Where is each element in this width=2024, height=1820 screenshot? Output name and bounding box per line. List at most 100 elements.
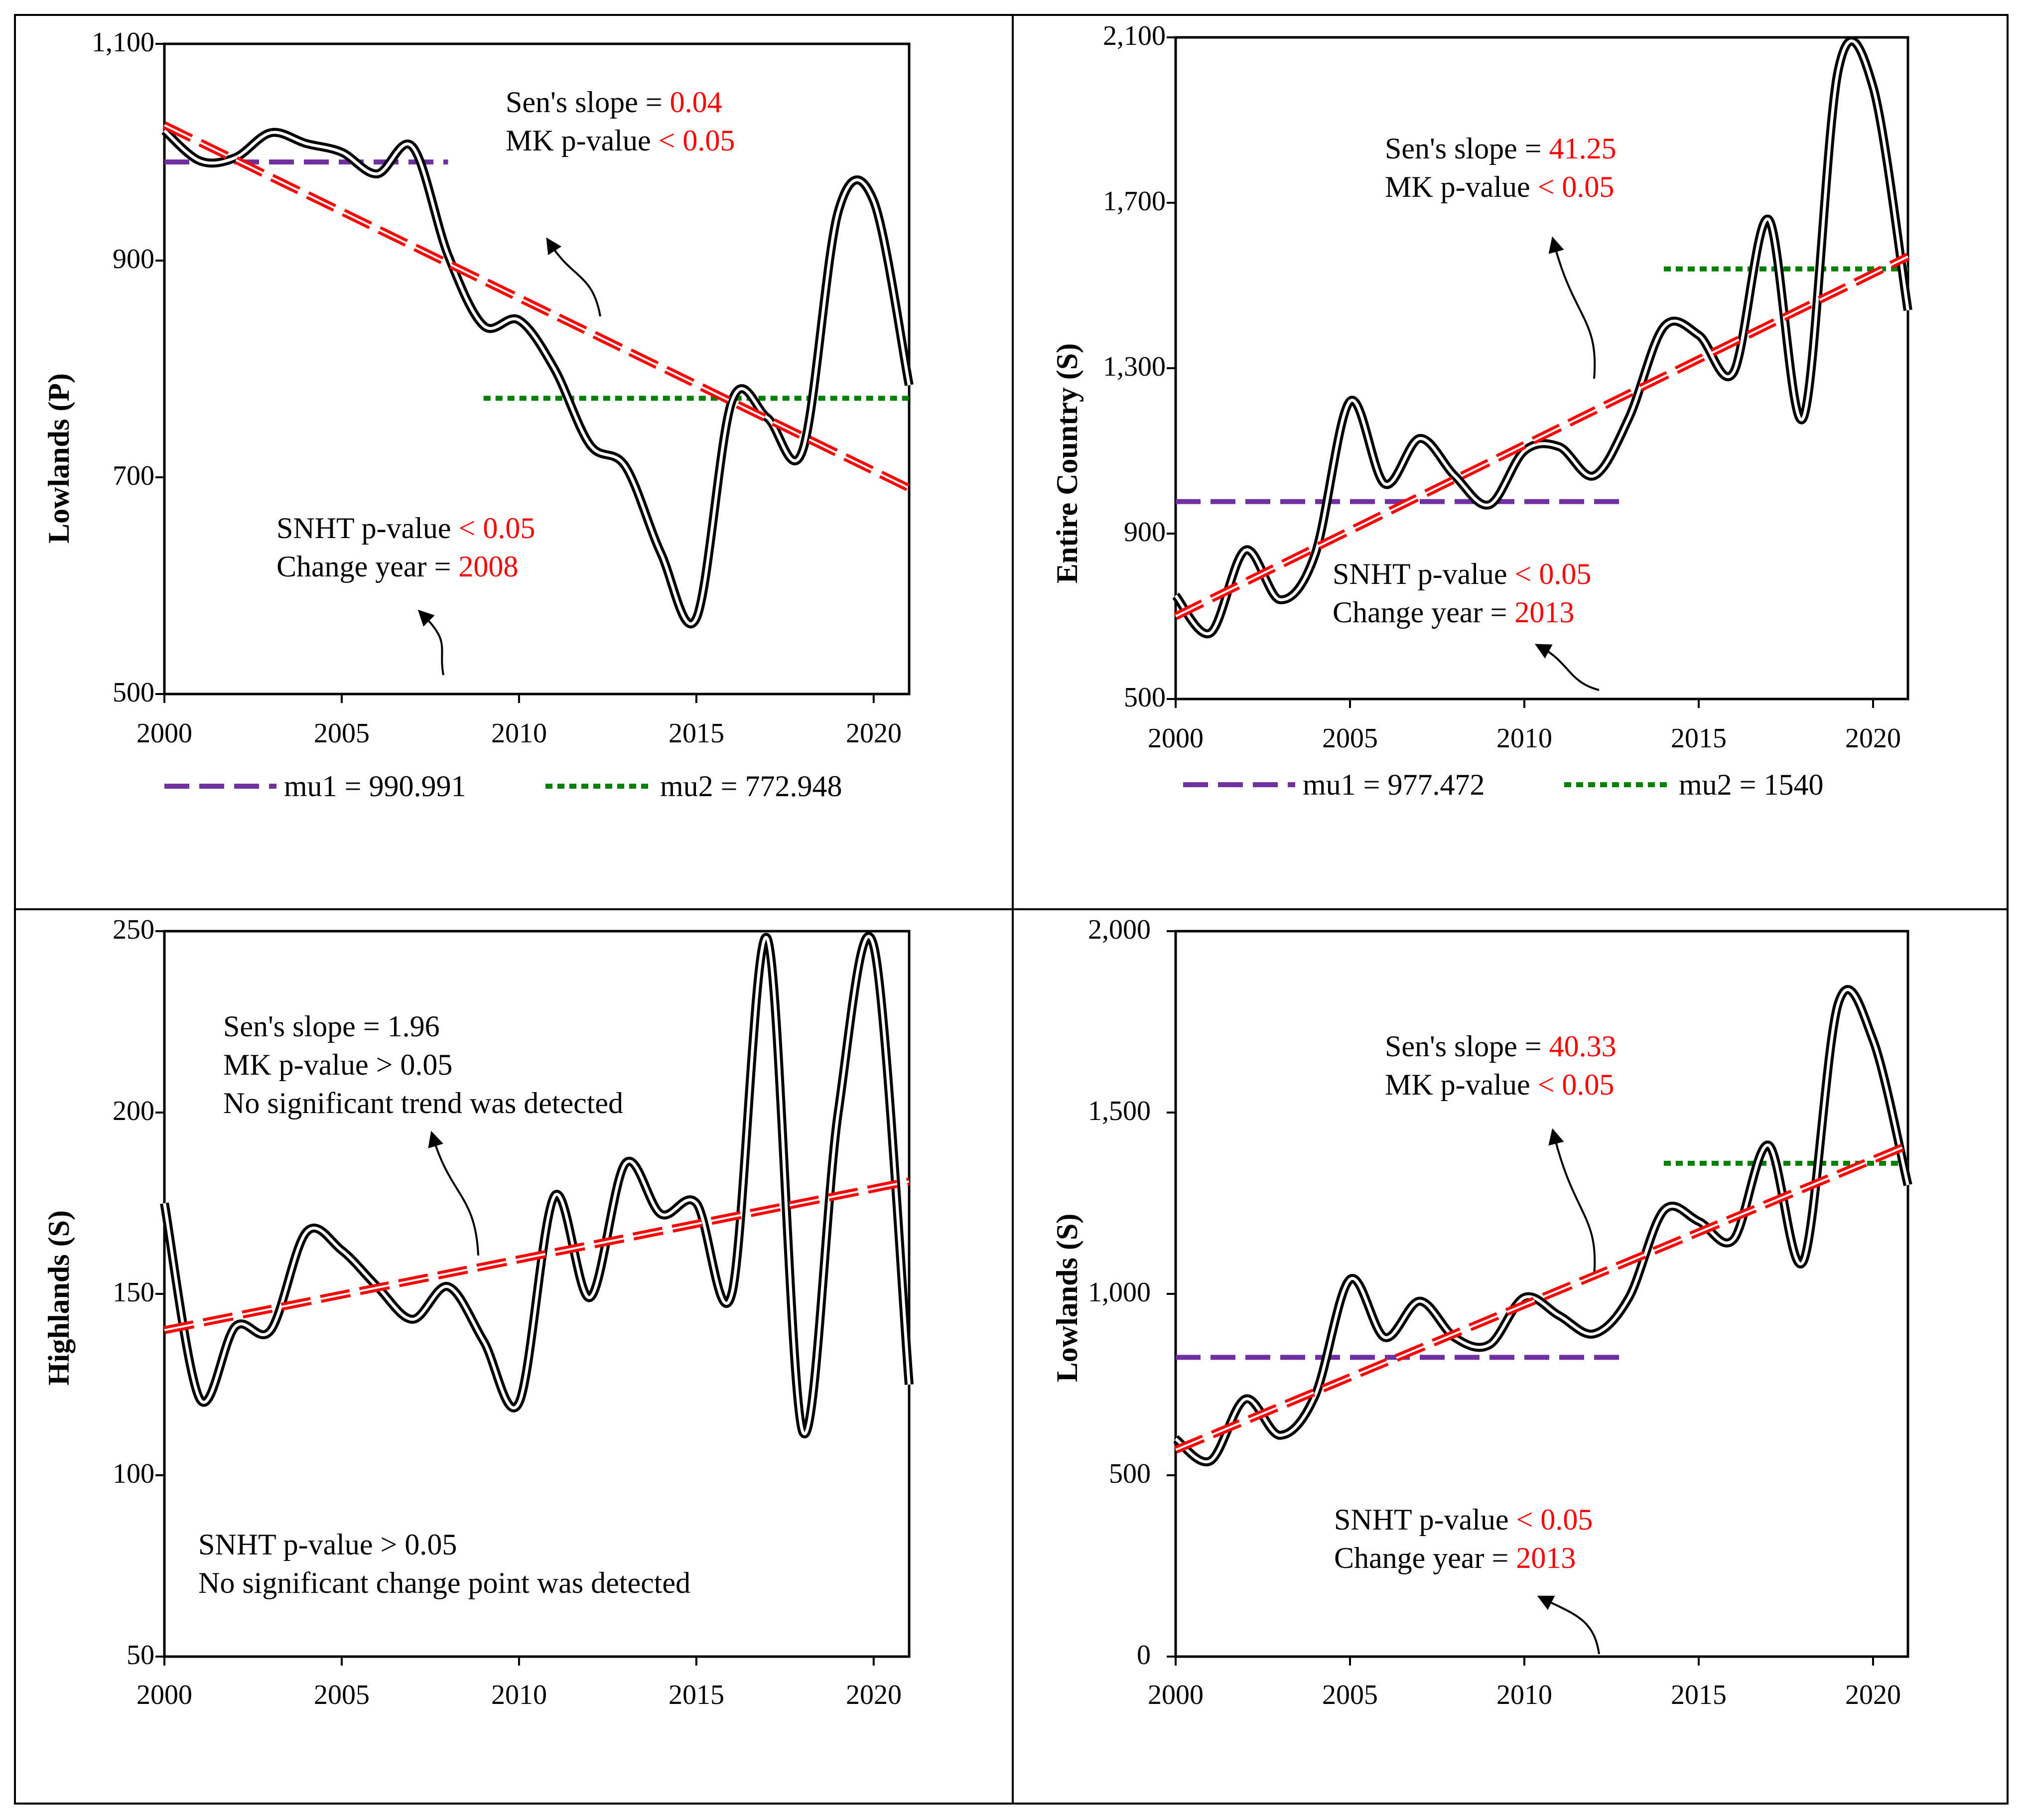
y-tick-labels: 0 500 1,000 1,500 2,000 <box>1088 914 1151 1671</box>
annotation-snht-pvalue: SNHT p-value < 0.05 <box>276 512 535 545</box>
y-tick-labels: 500 700 900 1,100 <box>92 27 154 708</box>
x-tick-label: 2010 <box>491 1680 547 1710</box>
x-tick-label: 2005 <box>1322 723 1378 754</box>
y-tick-label: 500 <box>1109 1458 1151 1489</box>
y-tick-label: 900 <box>1124 517 1166 548</box>
y-tick-label: 500 <box>1124 682 1166 713</box>
y-tick-labels: 50 100 150 200 250 <box>113 914 154 1671</box>
observed-series <box>1172 36 1912 638</box>
x-tick-label: 2010 <box>1496 723 1552 754</box>
plot-area <box>155 930 914 1666</box>
trend-line-inner <box>1175 1144 1908 1451</box>
series-line-inner <box>163 935 911 1435</box>
change-annotation-arrow <box>1534 644 1600 691</box>
trend-line-inner <box>164 124 910 489</box>
x-tick-label: 2005 <box>1322 1680 1378 1710</box>
trend-annotation-arrow <box>428 1130 479 1256</box>
x-tick-labels: 2000 2005 2010 2015 2020 <box>1148 1680 1901 1710</box>
series-line-inner <box>163 129 911 625</box>
x-tick-label: 2020 <box>846 1680 902 1710</box>
y-axis-label: Lowlands (S) <box>1051 1214 1083 1382</box>
y-tick-label: 50 <box>127 1640 154 1671</box>
legend-mu1-label: mu1 = 990.991 <box>284 770 466 803</box>
x-tick-labels: 2000 2005 2010 2015 2020 <box>1148 723 1901 754</box>
x-tick-label: 2020 <box>1845 1680 1901 1710</box>
trend-line <box>162 121 911 492</box>
annotation-mk-pvalue: MK p-value < 0.05 <box>506 124 735 157</box>
observed-series <box>160 932 914 1438</box>
change-annotation-arrow <box>1537 1595 1600 1655</box>
y-tick-label: 200 <box>113 1096 154 1126</box>
trend-line <box>163 1177 910 1334</box>
x-tick-label: 2015 <box>669 1680 724 1710</box>
y-axis-label: Entire Country (S) <box>1051 343 1083 583</box>
y-axis-label: Highlands (S) <box>42 1210 75 1386</box>
x-tick-label: 2000 <box>1148 723 1204 754</box>
legend-mu2-label: mu2 = 1540 <box>1679 768 1824 801</box>
annotation-snht-pvalue: SNHT p-value < 0.05 <box>1334 1503 1593 1536</box>
plot-area <box>155 42 914 703</box>
annotation-change-year: Change year = 2013 <box>1334 1541 1576 1574</box>
x-tick-label: 2000 <box>136 718 192 749</box>
trend-line <box>1174 253 1910 620</box>
y-tick-label: 2,100 <box>1103 20 1166 51</box>
plot-area <box>1167 930 1912 1666</box>
legend-mu2-label: mu2 = 772.948 <box>660 770 842 803</box>
x-tick-labels: 2000 2005 2010 2015 2020 <box>136 1680 902 1710</box>
y-tick-label: 1,100 <box>92 27 154 58</box>
trend-line-inner <box>164 1180 910 1331</box>
annotation-no-change-point: No significant change point was detected <box>198 1566 690 1599</box>
y-tick-label: 1,300 <box>1103 351 1166 382</box>
annotation-mk-pvalue: MK p-value > 0.05 <box>223 1048 452 1081</box>
trend-line <box>1174 1141 1910 1454</box>
y-tick-label: 250 <box>113 914 154 945</box>
panel-lowlands-s: Lowlands (S) 0 500 1,000 1,500 2,000 200… <box>1051 914 1901 1710</box>
y-tick-labels: 500 900 1,300 1,700 2,100 <box>1103 20 1166 713</box>
annotation-change-year: Change year = 2008 <box>276 550 518 583</box>
annotation-snht-pvalue: SNHT p-value < 0.05 <box>1333 558 1591 590</box>
annotation-change-year: Change year = 2013 <box>1333 596 1574 629</box>
change-annotation-arrow <box>417 609 444 676</box>
y-tick-label: 700 <box>113 460 154 491</box>
trend-line-inner <box>1175 256 1908 617</box>
y-tick-label: 100 <box>113 1458 154 1489</box>
x-tick-label: 2005 <box>314 718 370 749</box>
x-tick-label: 2015 <box>1671 1680 1727 1710</box>
annotation-mk-pvalue: MK p-value < 0.05 <box>1385 1068 1614 1101</box>
series-line-outer <box>1172 36 1912 638</box>
annotation-sens-slope: Sen's slope = 41.25 <box>1385 132 1617 165</box>
annotation-no-trend: No significant trend was detected <box>223 1087 623 1120</box>
panel-lowlands-p: Lowlands (P) 500 700 900 1,100 2000 2005… <box>42 27 902 803</box>
annotation-sens-slope: Sen's slope = 1.96 <box>223 1010 440 1043</box>
x-tick-label: 2020 <box>1845 723 1901 754</box>
series-line-inner <box>1174 39 1909 636</box>
y-tick-label: 1,000 <box>1088 1277 1151 1308</box>
x-tick-label: 2000 <box>1148 1680 1204 1710</box>
x-tick-label: 2010 <box>491 718 547 749</box>
x-tick-label: 2000 <box>136 1680 192 1710</box>
x-tick-labels: 2000 2005 2010 2015 2020 <box>136 718 902 749</box>
x-tick-label: 2015 <box>669 718 724 749</box>
y-tick-label: 1,700 <box>1103 186 1166 217</box>
panel-highlands-s: Highlands (S) 50 100 150 200 250 2000 20… <box>42 914 902 1710</box>
annotation-sens-slope: Sen's slope = 40.33 <box>1385 1030 1617 1063</box>
x-tick-label: 2010 <box>1496 1680 1552 1710</box>
annotation-mk-pvalue: MK p-value < 0.05 <box>1385 170 1614 203</box>
y-tick-label: 500 <box>113 677 154 708</box>
annotation-snht-pvalue: SNHT p-value > 0.05 <box>198 1528 457 1561</box>
y-tick-label: 1,500 <box>1088 1096 1151 1126</box>
y-tick-label: 2,000 <box>1088 914 1151 945</box>
legend-mu1-label: mu1 = 977.472 <box>1303 768 1485 801</box>
y-axis-label: Lowlands (P) <box>42 373 75 544</box>
annotation-sens-slope: Sen's slope = 0.04 <box>506 86 722 119</box>
trend-annotation-arrow <box>546 237 601 317</box>
observed-series <box>161 127 914 628</box>
plot-area <box>1167 36 1912 708</box>
panel-entire-country-s: Entire Country (S) 500 900 1,300 1,700 2… <box>1051 20 1901 801</box>
y-tick-label: 900 <box>113 244 154 275</box>
x-tick-label: 2005 <box>314 1680 370 1710</box>
y-tick-label: 150 <box>113 1277 154 1308</box>
trend-annotation-arrow <box>1548 236 1596 379</box>
y-tick-label: 0 <box>1137 1640 1151 1671</box>
